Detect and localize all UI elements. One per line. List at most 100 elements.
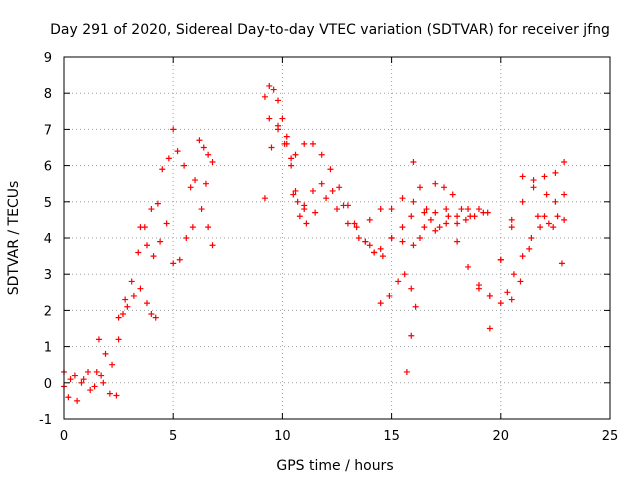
data-point	[188, 184, 194, 190]
series-trace-a	[61, 369, 119, 404]
data-point	[410, 242, 416, 248]
data-point	[297, 213, 303, 219]
data-point	[310, 188, 316, 194]
data-point	[327, 166, 333, 172]
x-tick-label: 15	[383, 429, 400, 444]
data-point	[541, 213, 547, 219]
data-point	[68, 376, 74, 382]
data-point	[443, 206, 449, 212]
series-trace-d	[116, 286, 159, 343]
data-point	[181, 163, 187, 169]
data-point	[528, 235, 534, 241]
series-trace-f	[159, 126, 198, 190]
series-trace-i	[262, 123, 377, 256]
data-point	[454, 213, 460, 219]
data-point	[262, 195, 268, 201]
data-point	[410, 199, 416, 205]
y-tick-label: -1	[39, 413, 52, 428]
data-point	[203, 181, 209, 187]
data-point	[476, 206, 482, 212]
data-point	[465, 264, 471, 270]
data-point	[378, 206, 384, 212]
data-point	[546, 221, 552, 227]
data-point	[395, 278, 401, 284]
data-point	[432, 210, 438, 216]
data-point	[210, 159, 216, 165]
data-point	[135, 249, 141, 255]
data-point	[535, 213, 541, 219]
data-point	[445, 213, 451, 219]
data-point	[148, 311, 154, 317]
data-point	[98, 373, 104, 379]
data-point	[262, 94, 268, 100]
data-point	[380, 253, 386, 259]
x-tick-label: 10	[274, 429, 291, 444]
y-tick-label: 7	[44, 123, 52, 138]
data-point	[295, 199, 301, 205]
data-point	[400, 195, 406, 201]
data-point	[454, 239, 460, 245]
y-axis-label: SDTVAR / TECUs	[6, 181, 22, 296]
data-point	[520, 253, 526, 259]
data-point	[116, 315, 122, 321]
data-point	[408, 213, 414, 219]
data-point	[144, 242, 150, 248]
data-point	[303, 221, 309, 227]
series-trace-c	[96, 201, 161, 368]
data-point	[288, 155, 294, 161]
data-point	[509, 217, 515, 223]
data-point	[100, 380, 106, 386]
data-point	[450, 192, 456, 198]
data-point	[92, 383, 98, 389]
data-point	[526, 246, 532, 252]
data-point	[175, 148, 181, 154]
data-point	[498, 300, 504, 306]
data-point	[432, 228, 438, 234]
data-point	[356, 235, 362, 241]
data-point	[544, 192, 550, 198]
series-trace-o	[410, 159, 567, 299]
data-point	[550, 224, 556, 230]
data-point	[275, 97, 281, 103]
data-point	[441, 184, 447, 190]
data-point	[148, 206, 154, 212]
data-point	[561, 159, 567, 165]
data-point	[159, 166, 165, 172]
data-point	[330, 188, 336, 194]
data-point	[131, 293, 137, 299]
y-tick-label: 5	[44, 196, 52, 211]
data-point	[487, 326, 493, 332]
data-point	[144, 300, 150, 306]
x-axis-label: GPS time / hours	[276, 458, 393, 474]
data-point	[192, 177, 198, 183]
data-point	[266, 83, 272, 89]
data-point	[561, 192, 567, 198]
data-point	[85, 369, 91, 375]
data-point	[345, 221, 351, 227]
data-point	[170, 260, 176, 266]
data-point	[268, 145, 274, 151]
y-tick-label: 1	[44, 341, 52, 356]
data-point	[310, 141, 316, 147]
data-point	[541, 173, 547, 179]
series-trace-p	[417, 210, 486, 241]
data-point	[201, 145, 207, 151]
data-point	[301, 141, 307, 147]
data-point	[561, 217, 567, 223]
y-tick-label: 9	[44, 51, 52, 66]
y-tick-label: 0	[44, 377, 52, 392]
data-point	[437, 224, 443, 230]
data-point	[183, 235, 189, 241]
data-series	[61, 83, 567, 404]
x-tick-label: 5	[169, 429, 177, 444]
data-point	[199, 206, 205, 212]
data-point	[559, 260, 565, 266]
data-point	[336, 184, 342, 190]
data-point	[498, 257, 504, 263]
sdtvar-chart: 0 5 10 15 20 25-10123456789 Day 291 of 2020, …	[0, 0, 640, 480]
data-point	[74, 398, 80, 404]
chart-title: Day 291 of 2020, Sidereal Day-to-day VTE…	[50, 22, 610, 38]
data-point	[284, 134, 290, 140]
x-tick-label: 0	[60, 429, 68, 444]
data-point	[504, 289, 510, 295]
